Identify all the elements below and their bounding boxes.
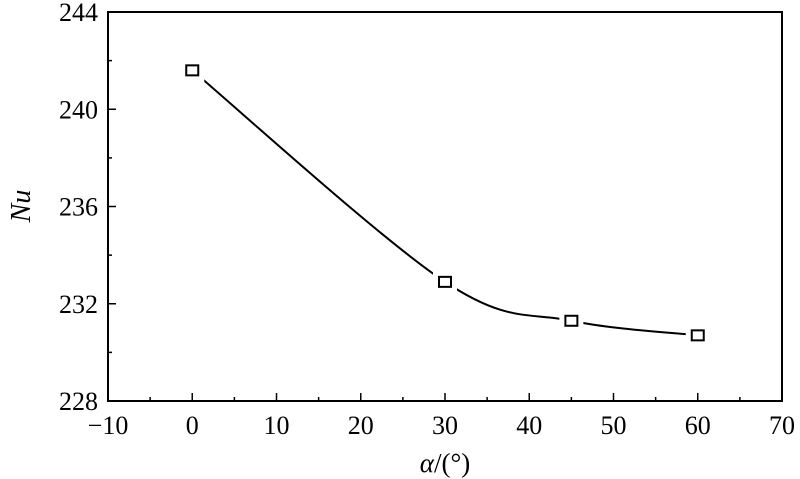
data-point <box>185 64 200 77</box>
x-axis-label: α/(°) <box>420 448 470 478</box>
y-tick-label: 240 <box>59 95 98 124</box>
x-tick-label: 30 <box>432 411 458 440</box>
plot-frame <box>107 11 783 402</box>
y-axis-label: Nu <box>6 190 37 224</box>
x-tick-label: 10 <box>264 411 290 440</box>
series-line <box>191 69 698 337</box>
x-axis-label-unit: /(°) <box>434 448 470 478</box>
x-tick-label: 0 <box>186 411 199 440</box>
x-tick-label: 40 <box>516 411 542 440</box>
x-tick-label: 20 <box>348 411 374 440</box>
y-tick-label: 232 <box>59 290 98 319</box>
x-tick-label: 70 <box>769 411 795 440</box>
x-tick-label: 60 <box>685 411 711 440</box>
data-point <box>438 275 452 288</box>
data-point <box>564 314 579 327</box>
y-tick-label: 228 <box>59 387 98 416</box>
data-point <box>690 329 705 342</box>
y-tick-label: 244 <box>59 0 98 27</box>
x-axis-label-symbol: α <box>420 448 435 478</box>
y-tick-label: 236 <box>59 193 98 222</box>
x-tick-label: −10 <box>88 411 129 440</box>
x-tick-label: 50 <box>601 411 627 440</box>
